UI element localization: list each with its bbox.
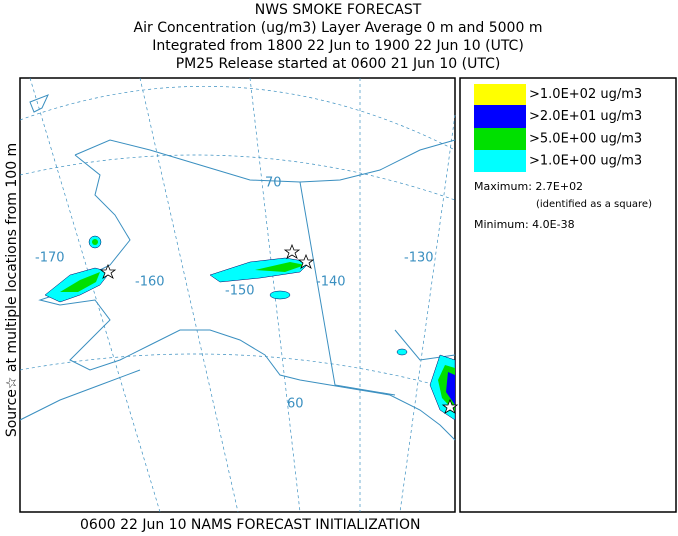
coastline [74, 139, 456, 183]
map-grid-label: -140 [316, 275, 346, 290]
map-grid-label: -170 [35, 251, 65, 266]
subtitle: Integrated from 1800 22 Jun to 1900 22 J… [152, 38, 524, 54]
map-frame [19, 77, 456, 513]
coastline [38, 154, 456, 441]
graticule [139, 77, 239, 513]
maximum-note: (identified as a square) [536, 199, 652, 210]
legend-label: >2.0E+01 ug/m3 [529, 109, 642, 124]
map-grid-label: 70 [265, 176, 282, 191]
footer: 0600 22 Jun 10 NAMS FORECAST INITIALIZAT… [80, 517, 420, 532]
legend-label: >1.0E+00 ug/m3 [529, 154, 642, 169]
border [299, 181, 396, 396]
legend-label: >1.0E+02 ug/m3 [529, 87, 642, 102]
map-grid-label: -160 [135, 275, 165, 290]
legend-swatch [474, 105, 526, 128]
legend-swatch [474, 84, 526, 105]
maximum: Maximum: 2.7E+02 [474, 180, 583, 193]
side-label: Source☆ at multiple locations from 100 m [4, 143, 20, 437]
subtitle: Air Concentration (ug/m3) Layer Average … [134, 20, 543, 36]
header: NWS SMOKE FORECAST Air Concentration (ug/… [134, 2, 543, 72]
coastline [29, 94, 49, 113]
title: NWS SMOKE FORECAST [255, 2, 422, 18]
graticule [399, 114, 456, 513]
subtitle: PM25 Release started at 0600 21 Jun 10 (… [176, 56, 501, 72]
legend-swatch [474, 150, 526, 172]
coastline [19, 369, 141, 421]
map-grid-label: 60 [287, 397, 304, 412]
graticule [19, 353, 456, 391]
graticule [19, 154, 456, 201]
graticule [19, 85, 456, 151]
minimum: Minimum: 4.0E-38 [474, 218, 575, 231]
map [19, 77, 459, 513]
source-marker [99, 243, 459, 414]
legend-swatch [474, 128, 526, 150]
map-grid-label: -150 [225, 284, 255, 299]
map-grid-label: -130 [404, 251, 434, 266]
legend-label: >5.0E+00 ug/m3 [529, 132, 642, 147]
